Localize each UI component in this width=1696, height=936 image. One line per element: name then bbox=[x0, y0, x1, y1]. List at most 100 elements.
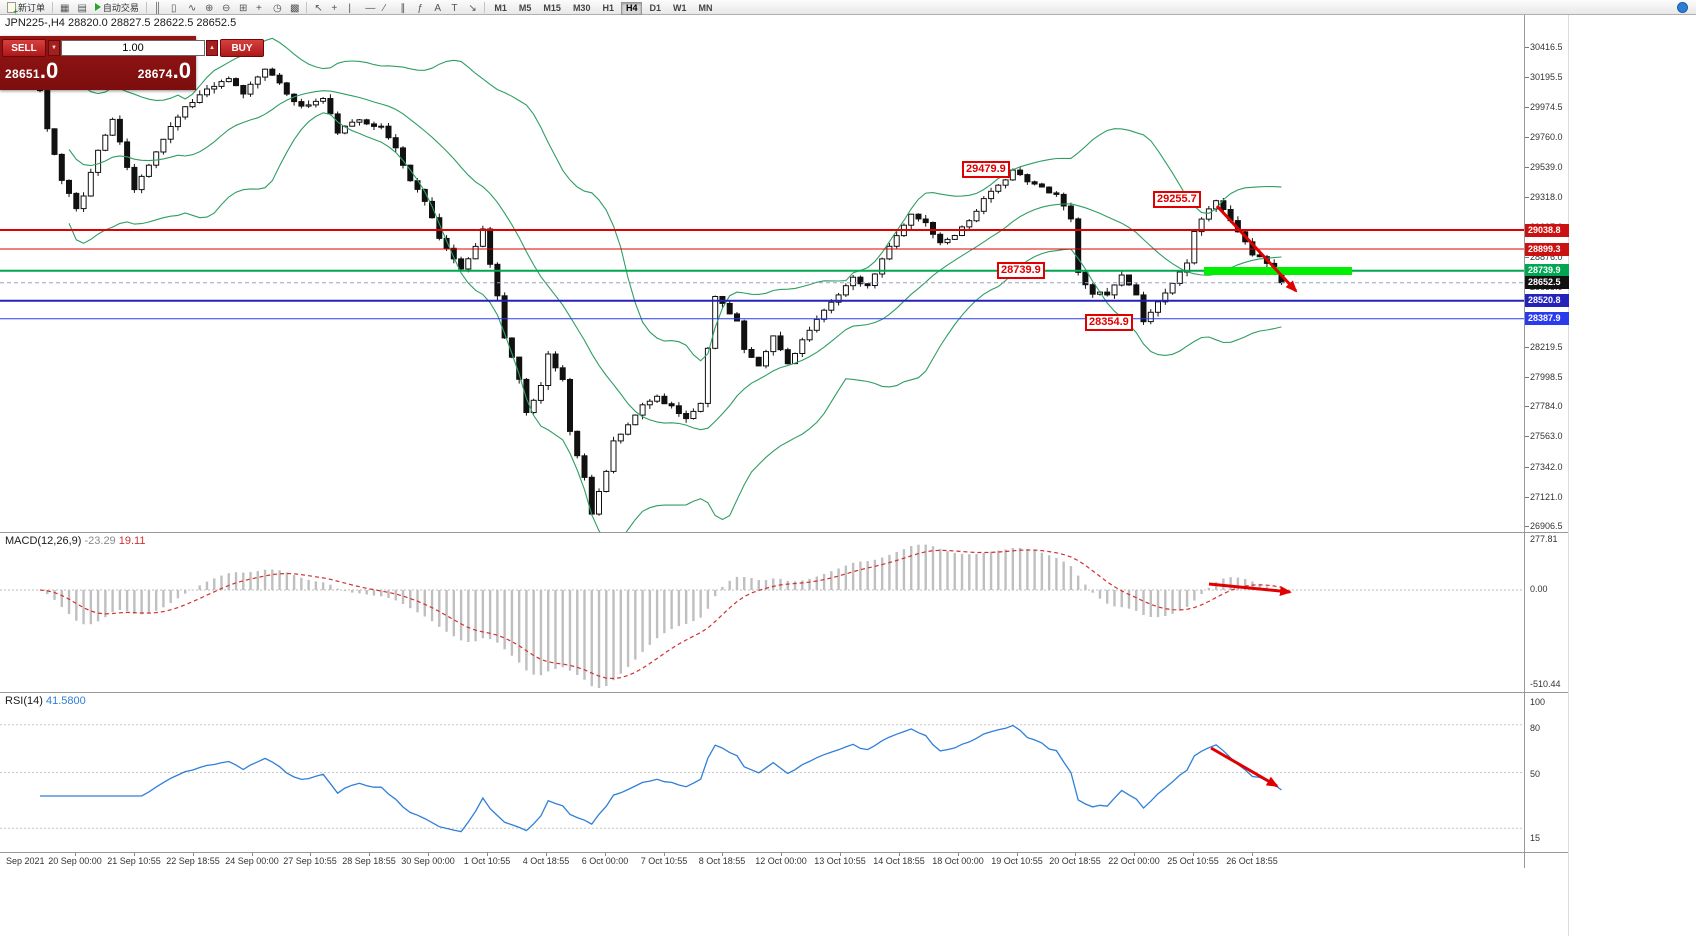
symbol-ohlc-line: JPN225-,H4 28820.0 28827.5 28622.5 28652… bbox=[5, 17, 237, 29]
price-callout[interactable]: 29479.9 bbox=[962, 161, 1010, 178]
time-axis-tick bbox=[193, 853, 194, 856]
time-axis-label: 21 Sep 10:55 bbox=[107, 856, 161, 866]
timeframe-MN[interactable]: MN bbox=[694, 2, 718, 15]
line-chart-button[interactable]: ∿ bbox=[185, 2, 200, 15]
macd-svg[interactable] bbox=[0, 533, 1524, 692]
arrows-tool-button[interactable]: ↘ bbox=[465, 2, 480, 15]
timeframe-D1[interactable]: D1 bbox=[644, 2, 666, 15]
time-axis-label: 7 Oct 10:55 bbox=[640, 856, 688, 866]
price-axis-mark bbox=[1525, 257, 1529, 258]
panel-splitter[interactable] bbox=[0, 852, 1568, 853]
time-axis-tick bbox=[487, 853, 488, 856]
channel-button[interactable]: ∥ bbox=[397, 2, 412, 15]
trendline-button[interactable]: ∕ bbox=[380, 2, 395, 15]
auto-trading-label: 自动交易 bbox=[102, 2, 139, 13]
crosshair-button[interactable]: + bbox=[328, 2, 343, 15]
sell-price-display: 28651.0 bbox=[5, 58, 59, 83]
timeframe-W1[interactable]: W1 bbox=[668, 2, 692, 15]
time-axis-label: 26 Oct 18:55 bbox=[1226, 856, 1278, 866]
templates-button[interactable]: ▩ bbox=[287, 2, 302, 15]
bar-chart-button[interactable]: ║ bbox=[151, 2, 166, 15]
tile-windows-icon: ⊞ bbox=[238, 3, 248, 14]
rsi-label: RSI(14) bbox=[5, 695, 43, 707]
zoom-in-button[interactable]: ⊕ bbox=[202, 2, 217, 15]
price-axis-tag: 28899.3 bbox=[1525, 243, 1569, 256]
rsi-axis-tick: 100 bbox=[1530, 697, 1546, 707]
price-axis-tag: 29038.8 bbox=[1525, 224, 1569, 237]
time-axis-label: 13 Oct 10:55 bbox=[814, 856, 866, 866]
auto-trading-button[interactable]: 自动交易 bbox=[92, 1, 142, 14]
fibonacci-button[interactable]: ƒ bbox=[414, 2, 429, 15]
time-axis-label: 28 Sep 18:55 bbox=[342, 856, 396, 866]
timeframe-H1[interactable]: H1 bbox=[597, 2, 619, 15]
profiles-button[interactable]: ▤ bbox=[74, 2, 89, 15]
bar-chart-icon: ║ bbox=[153, 3, 162, 14]
timeframe-M15[interactable]: M15 bbox=[538, 2, 566, 15]
bollinger-bands bbox=[68, 37, 1282, 532]
price-callout[interactable]: 29255.7 bbox=[1153, 191, 1201, 208]
charts-grid-button[interactable]: ▦ bbox=[57, 2, 72, 15]
cursor-icon: ↖ bbox=[314, 3, 323, 14]
time-axis[interactable]: Sep 2021 20 Sep 00:00 21 Sep 10:55 22 Sep … bbox=[0, 853, 1568, 868]
rsi-panel[interactable]: RSI(14) 41.5800 bbox=[0, 693, 1524, 852]
price-callout[interactable]: 28354.9 bbox=[1085, 314, 1133, 331]
time-axis-tick bbox=[664, 853, 665, 856]
price-chart-svg[interactable] bbox=[0, 15, 1524, 532]
text-button[interactable]: A bbox=[431, 2, 446, 15]
time-axis-label: 30 Sep 00:00 bbox=[401, 856, 455, 866]
volume-increase-button[interactable]: ▲ bbox=[206, 40, 218, 56]
price-chart-panel[interactable]: JPN225-,H4 28820.0 28827.5 28622.5 28652… bbox=[0, 15, 1524, 532]
timeframe-M5[interactable]: M5 bbox=[514, 2, 537, 15]
price-axis-tick: 29760.0 bbox=[1530, 132, 1563, 142]
buy-button[interactable]: BUY bbox=[220, 39, 264, 57]
volume-decrease-button[interactable]: ▼ bbox=[48, 40, 60, 56]
indicators-add-button[interactable]: + bbox=[253, 2, 268, 15]
candlestick-chart-button[interactable]: ▯ bbox=[168, 2, 183, 15]
time-axis-label: 6 Oct 00:00 bbox=[581, 856, 629, 866]
price-callout[interactable]: 28739.9 bbox=[997, 262, 1045, 279]
price-axis-mark bbox=[1525, 47, 1529, 48]
timeframe-H4[interactable]: H4 bbox=[620, 1, 643, 15]
time-axis-label: 20 Sep 00:00 bbox=[48, 856, 102, 866]
time-axis-label: 18 Oct 00:00 bbox=[932, 856, 984, 866]
fibonacci-icon: ƒ bbox=[417, 3, 423, 14]
periods-button[interactable]: ◷ bbox=[270, 2, 285, 15]
time-axis-label: 1 Oct 10:55 bbox=[463, 856, 511, 866]
new-order-label: 新订单 bbox=[18, 2, 46, 13]
price-axis-tick: 29318.0 bbox=[1530, 192, 1563, 202]
macd-panel[interactable]: MACD(12,26,9) -23.29 19.11 bbox=[0, 533, 1524, 692]
price-axis-tick: 29974.5 bbox=[1530, 102, 1563, 112]
timeframe-M30[interactable]: M30 bbox=[568, 2, 596, 15]
toolbar-separator bbox=[306, 1, 308, 13]
buy-price-display: 28674.0 bbox=[137, 58, 191, 83]
vertical-line-button[interactable]: | bbox=[345, 2, 360, 15]
arrows-tool-icon: ↘ bbox=[468, 3, 477, 14]
candlestick-chart-icon: ▯ bbox=[170, 3, 177, 14]
panel-splitter[interactable] bbox=[0, 532, 1568, 533]
zoom-out-button[interactable]: ⊖ bbox=[219, 2, 234, 15]
profiles-icon: ▤ bbox=[77, 3, 87, 14]
timeframe-M1[interactable]: M1 bbox=[489, 2, 512, 15]
price-axis-mark bbox=[1525, 107, 1529, 108]
sell-button[interactable]: SELL bbox=[2, 39, 46, 57]
tile-windows-button[interactable]: ⊞ bbox=[236, 2, 251, 15]
rsi-header: RSI(14) 41.5800 bbox=[5, 695, 86, 707]
price-axis-tick: 27121.0 bbox=[1530, 492, 1563, 502]
horizontal-line-button[interactable]: — bbox=[362, 2, 378, 15]
macd-axis-tick: 277.81 bbox=[1530, 534, 1558, 544]
macd-histogram bbox=[46, 544, 1283, 688]
new-order-button[interactable]: 新订单 bbox=[4, 1, 48, 16]
panel-splitter[interactable] bbox=[0, 692, 1568, 693]
cursor-button[interactable]: ↖ bbox=[311, 2, 326, 15]
label-button[interactable]: T bbox=[448, 2, 463, 15]
auto-trading-icon bbox=[94, 3, 101, 11]
time-axis-tick bbox=[722, 853, 723, 856]
time-axis-label: 14 Oct 18:55 bbox=[873, 856, 925, 866]
price-axis-mark bbox=[1525, 167, 1529, 168]
time-axis-tick bbox=[369, 853, 370, 856]
community-icon[interactable] bbox=[1677, 1, 1688, 13]
price-axis[interactable]: 30416.5 30195.5 29974.5 29760.0 29539.0 29318… bbox=[1524, 15, 1569, 868]
time-axis-label: 27 Sep 10:55 bbox=[283, 856, 337, 866]
volume-input[interactable] bbox=[61, 40, 205, 56]
rsi-svg[interactable] bbox=[0, 693, 1524, 852]
